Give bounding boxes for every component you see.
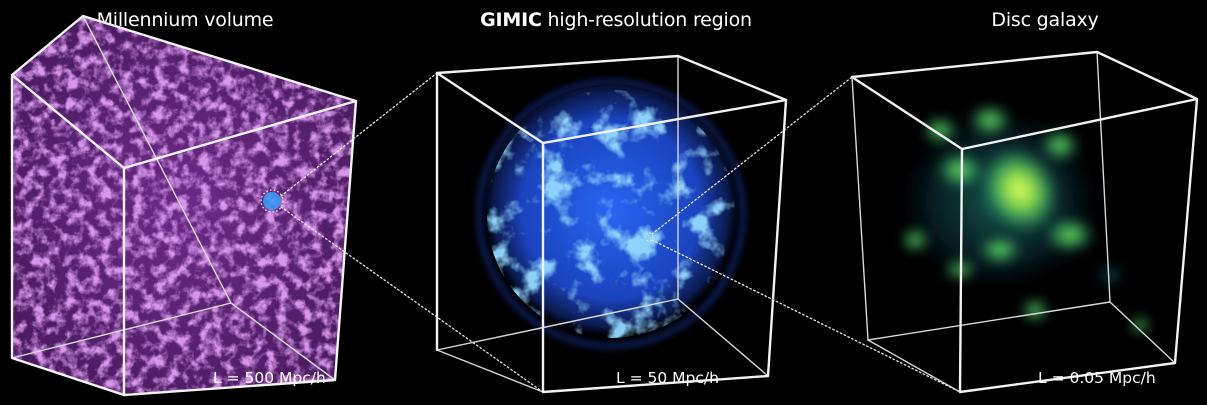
gimic-title-rest: high-resolution region <box>542 9 752 31</box>
panel-disc-galaxy: Disc galaxy <box>852 9 1197 392</box>
panel-gimic-region: GIMIC high-resolution region L = 50 Mpc/… <box>437 9 786 392</box>
millennium-cube <box>0 0 370 405</box>
gimic-filaments <box>487 90 735 338</box>
galaxy-cube <box>852 52 1197 392</box>
gimic-subregion-marker <box>263 192 281 210</box>
panel-title-disc-galaxy: Disc galaxy <box>991 9 1098 31</box>
disc-galaxy-image <box>900 104 1150 334</box>
scale-label-gimic: L = 50 Mpc/h <box>616 369 719 387</box>
panel-title-gimic: GIMIC high-resolution region <box>480 9 752 31</box>
gimic-title-bold: GIMIC <box>480 9 542 31</box>
gimic-cube <box>437 56 786 392</box>
scale-label-disc-galaxy: L = 0.05 Mpc/h <box>1038 369 1156 387</box>
scale-label-millennium: L = 500 Mpc/h <box>213 369 326 387</box>
panel-millennium-volume: Millennium volume L = 500 Mpc/h <box>0 0 370 405</box>
cosmic-web-texture <box>0 0 370 405</box>
